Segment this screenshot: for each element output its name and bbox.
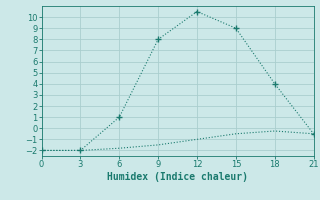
X-axis label: Humidex (Indice chaleur): Humidex (Indice chaleur) <box>107 172 248 182</box>
